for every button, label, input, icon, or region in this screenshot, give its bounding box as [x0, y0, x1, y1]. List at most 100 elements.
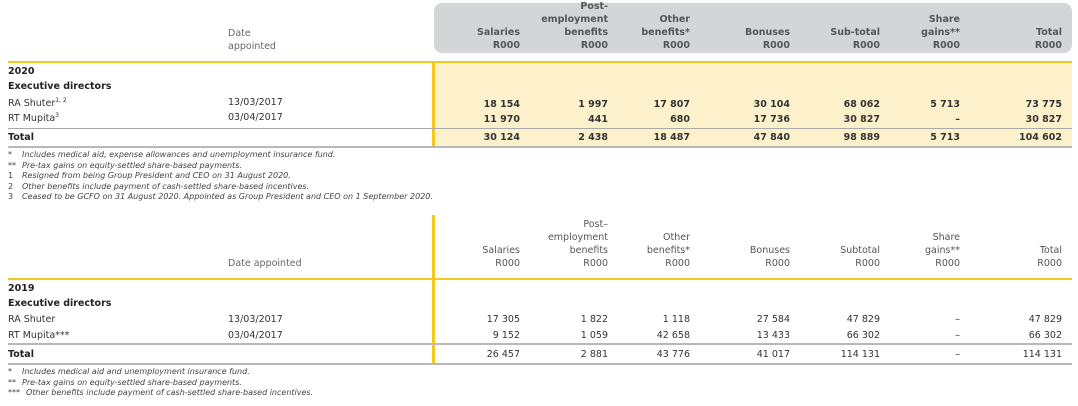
table-cell: 1 118: [662, 314, 690, 325]
column-header: R000: [495, 258, 520, 269]
footnote-text: Pre-tax gains on equity-settled share-ba…: [22, 377, 242, 387]
table-cell: 30 827: [1025, 114, 1062, 125]
date-appointed: 03/04/2017: [228, 112, 283, 123]
footnote: * Includes medical aid, expense allowance…: [8, 150, 335, 159]
footnote: ** Pre-tax gains on equity-settled share-…: [8, 378, 242, 387]
column-header: R000: [762, 40, 790, 51]
table-cell: 42 658: [656, 330, 690, 341]
table-cell: 441: [588, 114, 608, 125]
footnote-text: Pre-tax gains on equity-settled share-ba…: [22, 160, 242, 170]
total-label: Total: [8, 132, 34, 143]
yellow-rule-2020: [8, 61, 1072, 63]
column-header: Other: [659, 14, 690, 25]
table-cell: 30 827: [843, 114, 880, 125]
column-header: R000: [765, 258, 790, 269]
column-header: R000: [583, 258, 608, 269]
column-header: gains**: [921, 27, 960, 38]
total-cell: –: [955, 349, 960, 360]
footnote-mark: 3: [8, 192, 14, 201]
date-appointed-header: Date appointed: [228, 258, 302, 269]
table-cell: 30 104: [753, 99, 790, 110]
column-header: benefits: [569, 245, 608, 256]
table-cell: 66 302: [1028, 330, 1062, 341]
footnote-mark: 2: [8, 181, 14, 191]
footnote-mark: **: [8, 160, 16, 170]
column-header: Subtotal: [840, 245, 880, 256]
footnote-text: Resigned from being Group President and …: [22, 171, 291, 180]
table-cell: –: [955, 114, 960, 125]
column-header: gains**: [925, 245, 960, 256]
column-header: Total: [1036, 27, 1062, 38]
footnote: * Includes medical aid and unemployment i…: [8, 367, 250, 376]
total-cell: 43 776: [656, 349, 690, 360]
column-header: Share: [932, 232, 960, 243]
column-header: Other: [663, 232, 690, 243]
total-cell: 26 457: [486, 349, 520, 360]
year-label: 2020: [8, 66, 35, 77]
table-cell: 17 807: [653, 99, 690, 110]
director-name: RT Mupita***: [8, 330, 69, 341]
footnote: 2 Other benefits include payment of cash-…: [8, 182, 309, 191]
director-name: RA Shuter: [8, 314, 55, 325]
yellow-divider-2019: [432, 215, 435, 365]
column-header: Salaries: [482, 245, 520, 256]
column-header: Post-: [580, 1, 608, 12]
column-header: R000: [855, 258, 880, 269]
column-header: Total: [1039, 245, 1062, 256]
date-appointed: 03/04/2017: [228, 330, 283, 341]
header-background-2020: [434, 3, 1072, 53]
column-header: R000: [492, 40, 520, 51]
column-header: Share: [928, 14, 960, 25]
total-cell: 47 840: [753, 132, 790, 143]
footnote-mark: **: [8, 377, 16, 387]
date-appointed: 13/03/2017: [228, 97, 283, 108]
yellow-divider-2020: [432, 61, 435, 148]
bottom-rule: [8, 363, 1072, 365]
column-header: employment: [541, 14, 608, 25]
column-header: R000: [662, 40, 690, 51]
total-cell: 5 713: [930, 132, 960, 143]
director-name-text: RT Mupita***: [8, 330, 70, 341]
table-cell: 680: [670, 114, 690, 125]
column-header: R000: [932, 40, 960, 51]
table-cell: 66 302: [846, 330, 880, 341]
footnote-mark: ***: [8, 388, 20, 397]
year-label: 2019: [8, 283, 35, 294]
divider-line: [8, 128, 1072, 129]
column-header: R000: [852, 40, 880, 51]
column-header: benefits: [564, 27, 608, 38]
table-cell: 73 775: [1025, 99, 1062, 110]
column-header: R000: [1037, 258, 1062, 269]
divider-line: [8, 343, 1072, 345]
column-header: Post–: [583, 219, 608, 230]
column-header: R000: [935, 258, 960, 269]
footnote-text: Includes medical aid, expense allowances…: [22, 150, 336, 159]
table-cell: 13 433: [756, 330, 790, 341]
column-header: benefits*: [641, 27, 690, 38]
section-heading: Executive directors: [8, 81, 112, 92]
total-cell: 114 131: [1022, 349, 1062, 360]
total-label: Total: [8, 349, 34, 360]
column-header: employment: [547, 232, 608, 243]
table-cell: 17 736: [753, 114, 790, 125]
footnote: 3 Ceased to be GCFO on 31 August 2020. Ap…: [8, 192, 433, 201]
footnote: *** Other benefits include payment of cas…: [8, 388, 313, 397]
bottom-rule: [8, 146, 1072, 148]
director-name-text: RA Shuter: [8, 314, 56, 325]
footnote: 1 Resigned from being Group President and…: [8, 171, 291, 180]
table-cell: –: [955, 330, 960, 341]
total-cell: 30 124: [483, 132, 520, 143]
column-header: Salaries: [477, 27, 520, 38]
table-cell: 1 822: [580, 314, 608, 325]
footnote: ** Pre-tax gains on equity-settled share-…: [8, 161, 242, 170]
total-cell: 41 017: [756, 349, 790, 360]
footnote-text: Includes medical aid and unemployment in…: [22, 367, 250, 376]
column-header: Bonuses: [744, 27, 790, 38]
date-appointed: 13/03/2017: [228, 314, 283, 325]
total-cell: 114 131: [840, 349, 880, 360]
footnote-text: Other benefits include payment of cash-s…: [26, 388, 314, 397]
section-heading: Executive directors: [8, 298, 112, 309]
footnote-text: Other benefits include payment of cash-s…: [22, 181, 310, 191]
director-name: RT Mupita3: [8, 112, 59, 124]
table-cell: 17 305: [486, 314, 520, 325]
